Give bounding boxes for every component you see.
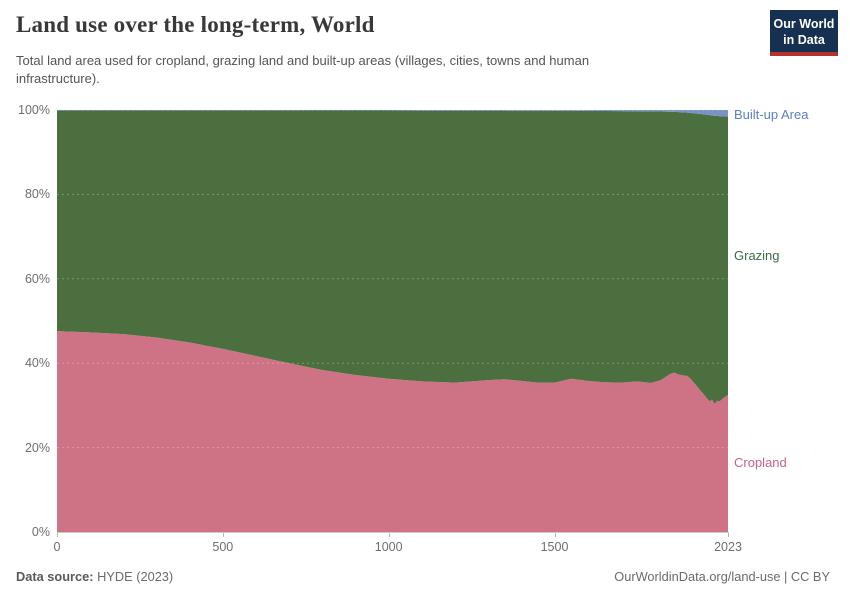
x-axis-line <box>57 532 729 533</box>
series-label-cropland[interactable]: Cropland <box>734 455 787 470</box>
x-tickmark-1000 <box>388 533 390 537</box>
area-built-up[interactable] <box>57 110 728 117</box>
x-tick-1000: 1000 <box>374 540 403 554</box>
series-label-grazing[interactable]: Grazing <box>734 248 780 263</box>
y-tick-100: 100% <box>18 103 50 117</box>
y-tick-80: 80% <box>24 187 50 202</box>
x-tickmark-500 <box>222 533 224 537</box>
chart-subtitle: Total land area used for cropland, grazi… <box>16 53 590 87</box>
area-grazing[interactable] <box>57 110 728 404</box>
data-source-value: HYDE (2023) <box>93 569 174 584</box>
x-tickmark-1500 <box>554 533 556 537</box>
x-tickmark-2023 <box>728 533 729 537</box>
y-tick-20: 20% <box>24 440 50 455</box>
x-tickmark-0 <box>57 533 58 537</box>
owid-logo: Our World in Data <box>770 10 838 56</box>
x-tick-500: 500 <box>212 540 234 554</box>
owid-logo-line2: in Data <box>783 33 825 48</box>
data-source-note: Data source: HYDE (2023) <box>16 569 173 584</box>
data-source-label: Data source: <box>16 569 94 584</box>
x-tick-1500: 1500 <box>540 540 569 554</box>
series-label-built-up-area[interactable]: Built-up Area <box>734 107 809 122</box>
page-title: Land use over the long-term, World <box>16 12 375 37</box>
x-tick-0: 0 <box>53 540 61 554</box>
attribution-link[interactable]: OurWorldinData.org/land-use | CC BY <box>614 569 830 584</box>
y-tick-40: 40% <box>24 356 50 371</box>
area-cropland[interactable] <box>57 331 728 532</box>
owid-logo-line1: Our World <box>773 17 835 31</box>
y-tick-0: 0% <box>31 525 50 539</box>
x-tick-2023: 2023 <box>714 540 742 554</box>
y-tick-60: 60% <box>24 271 50 286</box>
chart-plot[interactable] <box>57 110 728 532</box>
